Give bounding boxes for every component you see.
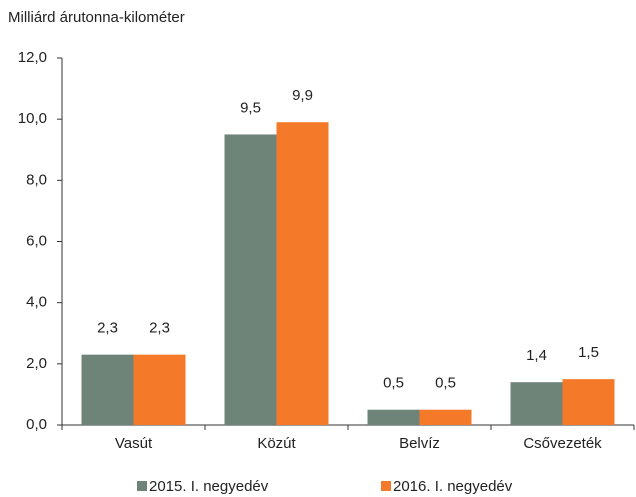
y-tick-label: 6,0 xyxy=(26,232,47,249)
bar xyxy=(276,122,329,425)
x-tick-label: Csővezeték xyxy=(523,435,602,452)
bar xyxy=(81,354,134,425)
value-label: 9,5 xyxy=(240,99,261,116)
bar xyxy=(419,409,472,425)
value-label: 9,9 xyxy=(292,87,313,104)
y-tick-label: 8,0 xyxy=(26,171,47,188)
value-label: 2,3 xyxy=(149,320,170,337)
y-tick-label: 4,0 xyxy=(26,294,47,311)
value-label: 2,3 xyxy=(97,320,118,337)
legend-label: 2016. I. negyedév xyxy=(393,478,513,495)
value-label: 0,5 xyxy=(435,375,456,392)
legend-label: 2015. I. negyedév xyxy=(149,478,269,495)
x-tick-label: Közút xyxy=(257,435,296,452)
bar xyxy=(133,354,186,425)
y-tick-label: 10,0 xyxy=(18,110,47,127)
y-tick-label: 0,0 xyxy=(26,416,47,433)
value-label: 1,4 xyxy=(526,347,547,364)
x-tick-label: Belvíz xyxy=(399,435,440,452)
bar xyxy=(562,379,615,425)
y-tick-label: 2,0 xyxy=(26,355,47,372)
y-axis-label: Milliárd árutonna-kilométer xyxy=(8,9,185,26)
bar xyxy=(510,382,563,425)
value-label: 1,5 xyxy=(578,344,599,361)
legend-swatch xyxy=(381,481,391,491)
bar xyxy=(224,134,277,426)
x-tick-label: Vasút xyxy=(115,435,153,452)
bar xyxy=(367,409,420,425)
y-tick-label: 12,0 xyxy=(18,49,47,66)
legend-swatch xyxy=(137,481,147,491)
value-label: 0,5 xyxy=(383,375,404,392)
